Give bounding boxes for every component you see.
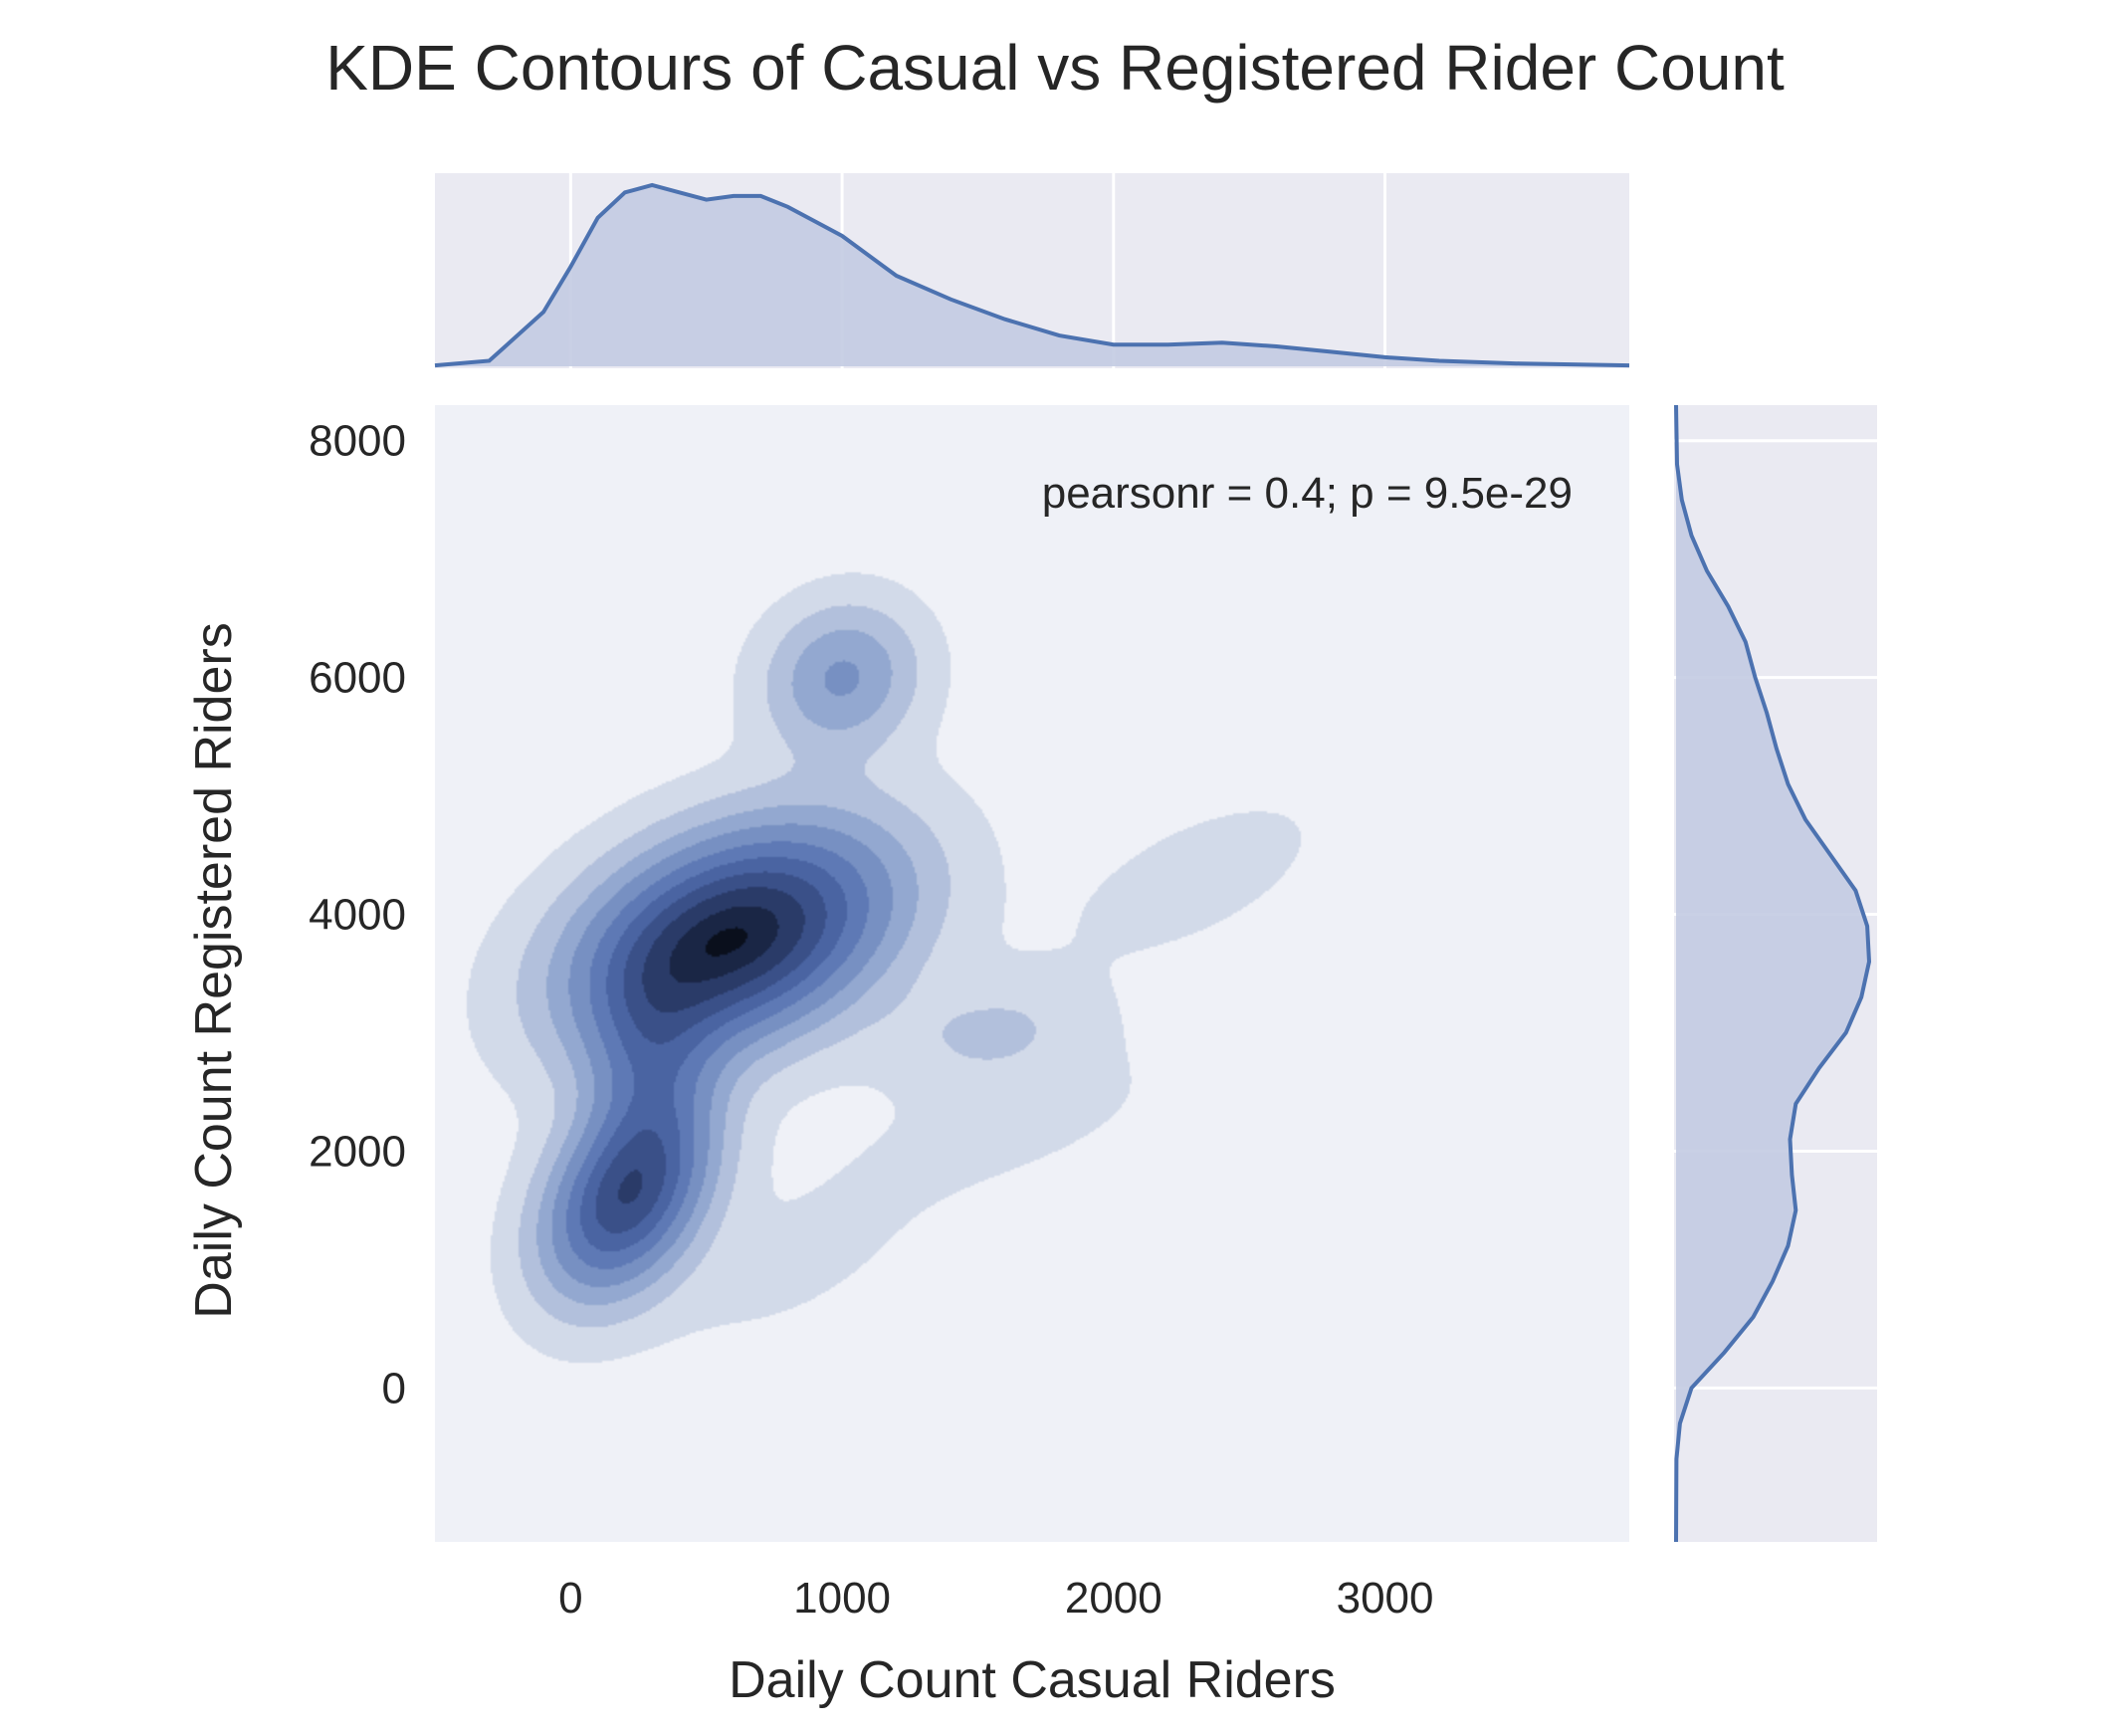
pearson-annotation: pearsonr = 0.4; p = 9.5e-29 bbox=[1042, 469, 1573, 518]
main-kde-panel: pearsonr = 0.4; p = 9.5e-29 0 1000 2000 300… bbox=[185, 405, 1629, 1709]
y-tick-label: 6000 bbox=[309, 654, 406, 703]
top-marginal-density-fill bbox=[435, 185, 1629, 366]
x-axis-label: Daily Count Casual Riders bbox=[729, 1651, 1336, 1709]
right-marginal-panel bbox=[1674, 404, 1877, 1543]
x-tick-label: 3000 bbox=[1337, 1574, 1434, 1623]
y-tick-label: 2000 bbox=[309, 1127, 406, 1176]
x-tick-label: 0 bbox=[558, 1574, 582, 1623]
y-tick-label: 8000 bbox=[309, 417, 406, 466]
y-axis-label: Daily Count Registered Riders bbox=[185, 622, 243, 1318]
x-tick-label: 1000 bbox=[793, 1574, 891, 1623]
y-tick-label: 0 bbox=[382, 1364, 406, 1412]
x-tick-labels: 0 1000 2000 3000 bbox=[558, 1574, 1433, 1623]
right-marginal-density-line bbox=[1674, 404, 1872, 1543]
top-marginal-density-line bbox=[434, 182, 1630, 368]
x-tick-label: 2000 bbox=[1065, 1574, 1162, 1623]
top-marginal-panel bbox=[434, 173, 1630, 368]
kde-contour-fill bbox=[435, 405, 1629, 1542]
y-tick-labels: 0 2000 4000 6000 8000 bbox=[309, 417, 406, 1413]
right-marginal-density-fill bbox=[1676, 405, 1869, 1542]
y-tick-label: 4000 bbox=[309, 891, 406, 940]
chart-title: KDE Contours of Casual vs Registered Rid… bbox=[325, 32, 1785, 104]
